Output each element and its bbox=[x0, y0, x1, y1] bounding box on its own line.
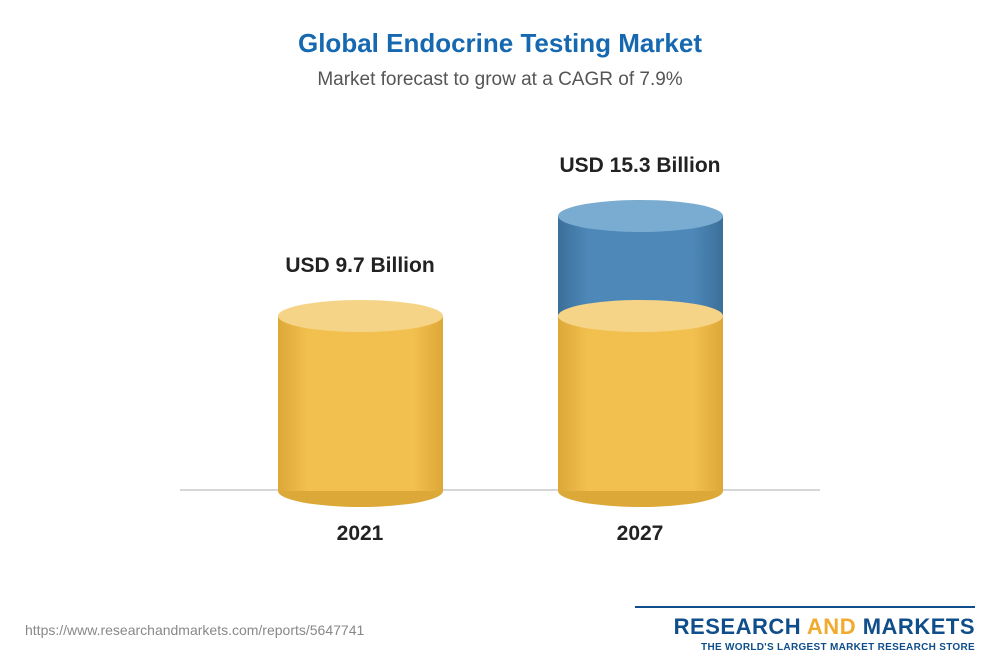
cylinder-segment bbox=[558, 316, 723, 491]
logo: RESEARCH AND MARKETS THE WORLD'S LARGEST… bbox=[635, 606, 975, 653]
chart-title: Global Endocrine Testing Market bbox=[0, 0, 1000, 59]
footer: https://www.researchandmarkets.com/repor… bbox=[0, 607, 1000, 667]
chart-subtitle: Market forecast to grow at a CAGR of 7.9… bbox=[0, 69, 1000, 91]
logo-word-research: RESEARCH bbox=[674, 614, 801, 639]
year-label: 2027 bbox=[540, 522, 740, 546]
logo-word-markets: MARKETS bbox=[863, 614, 975, 639]
cylinder-top bbox=[278, 300, 443, 332]
source-url: https://www.researchandmarkets.com/repor… bbox=[25, 622, 364, 638]
cylinder-top bbox=[558, 200, 723, 232]
logo-tagline: THE WORLD'S LARGEST MARKET RESEARCH STOR… bbox=[635, 642, 975, 653]
year-label: 2021 bbox=[260, 522, 460, 546]
logo-main: RESEARCH AND MARKETS bbox=[635, 614, 975, 640]
cylinder-top bbox=[558, 300, 723, 332]
chart-area: USD 9.7 Billion2021USD 15.3 Billion2027 bbox=[0, 131, 1000, 551]
baseline bbox=[180, 489, 820, 491]
cylinder-2021: USD 9.7 Billion2021 bbox=[278, 316, 443, 491]
value-label: USD 9.7 Billion bbox=[235, 254, 485, 278]
logo-word-and: AND bbox=[807, 614, 856, 639]
cylinder-segment bbox=[278, 316, 443, 491]
cylinder-2027: USD 15.3 Billion2027 bbox=[558, 216, 723, 491]
value-label: USD 15.3 Billion bbox=[515, 154, 765, 178]
